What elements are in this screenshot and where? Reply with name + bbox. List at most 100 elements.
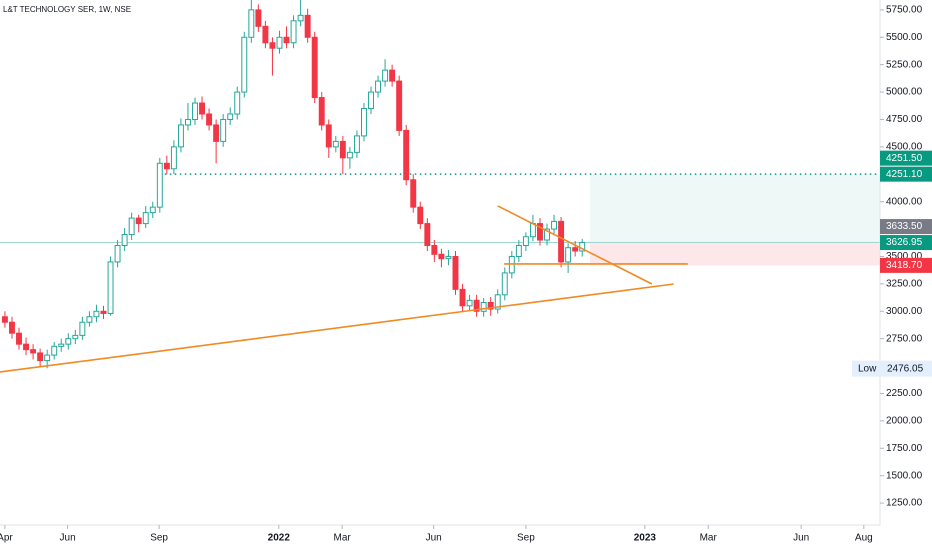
- y-tick-label: 5000.00: [886, 87, 923, 98]
- price-badge: [880, 166, 932, 182]
- candle-body: [501, 272, 508, 296]
- candle-body: [403, 129, 410, 181]
- candle-body: [515, 245, 522, 257]
- y-tick-label: 1500.00: [886, 470, 923, 481]
- candle-body: [93, 310, 100, 318]
- x-tick-label: 2023: [634, 533, 657, 544]
- y-tick-label: 1750.00: [886, 443, 923, 454]
- candle-body: [23, 343, 30, 351]
- price-badge-label: 3418.70: [886, 260, 923, 271]
- candle-body: [107, 261, 114, 314]
- candle-body: [142, 212, 149, 225]
- x-tick-label: Aug: [855, 533, 873, 544]
- candle-body: [227, 113, 234, 120]
- candle-body: [213, 124, 220, 142]
- x-tick-label: Jun: [60, 533, 76, 544]
- candle-body: [396, 80, 403, 131]
- candle-body: [551, 220, 558, 230]
- x-tick-label: Sep: [517, 533, 535, 544]
- candle-body: [431, 245, 438, 255]
- y-tick-label: 4500.00: [886, 142, 923, 153]
- plot-area: [0, 0, 880, 373]
- candle-body: [79, 321, 86, 336]
- y-tick-label: 4750.00: [886, 114, 923, 125]
- candle-body: [192, 102, 198, 120]
- price-badge: [880, 235, 932, 251]
- candle-body: [128, 217, 135, 236]
- trendline: [0, 283, 674, 373]
- price-badge-label: 4251.50: [886, 153, 923, 164]
- candle-body: [389, 69, 396, 82]
- x-tick-label: Jun: [793, 533, 809, 544]
- stop-zone: [589, 241, 880, 266]
- candle-body: [206, 113, 213, 126]
- candle-body: [72, 334, 79, 340]
- candle-body: [480, 302, 487, 312]
- candle-body: [65, 338, 72, 345]
- candle-body: [325, 124, 332, 148]
- x-tick-label: Jun: [426, 533, 442, 544]
- candle-body: [311, 36, 318, 99]
- candle-body: [163, 162, 170, 170]
- candle-body: [452, 255, 459, 290]
- chart-title: L&T TECHNOLOGY SER, 1W, NSE: [3, 5, 131, 14]
- y-tick-label: 2750.00: [886, 333, 923, 344]
- candle-body: [445, 255, 452, 260]
- candle-body: [339, 140, 346, 159]
- candle-body: [269, 42, 276, 49]
- low-marker-label: Low: [858, 363, 877, 374]
- candle-body: [185, 118, 191, 126]
- candle-body: [459, 288, 466, 307]
- candle-body: [241, 36, 248, 93]
- target-zone: [589, 174, 880, 242]
- y-tick-label: 2250.00: [886, 388, 923, 399]
- y-tick-label: 5250.00: [886, 59, 923, 70]
- x-tick-label: Mar: [334, 533, 352, 544]
- candle-body: [58, 343, 65, 347]
- candle-body: [156, 162, 163, 208]
- candle-body: [353, 135, 360, 153]
- candle-body: [537, 223, 543, 241]
- candle-body: [346, 151, 353, 159]
- candle-body: [466, 299, 473, 307]
- candle-body: [572, 247, 579, 252]
- candle-body: [417, 206, 424, 225]
- candle-body: [318, 97, 325, 126]
- candle-body: [114, 245, 121, 263]
- price-badge-label: 4251.10: [886, 169, 923, 180]
- candle-body: [100, 310, 107, 314]
- x-tick-label: Sep: [150, 533, 168, 544]
- candle-body: [16, 332, 22, 345]
- x-tick-label: Mar: [700, 533, 718, 544]
- x-tick-label: Apr: [0, 533, 13, 544]
- candle-body: [248, 9, 255, 38]
- y-tick-label: 5500.00: [886, 32, 923, 43]
- candle-body: [86, 316, 93, 323]
- candle-body: [410, 179, 417, 208]
- candle-body: [276, 36, 283, 49]
- price-badge-label: 3626.95: [886, 237, 923, 248]
- candle-body: [494, 294, 501, 310]
- price-badge: [880, 219, 932, 235]
- candle-body: [438, 253, 445, 260]
- candle-body: [44, 354, 51, 362]
- candle-body: [544, 228, 550, 241]
- y-tick-label: 3250.00: [886, 279, 923, 290]
- candle-body: [487, 302, 494, 310]
- candle-body: [558, 220, 565, 263]
- y-tick-label: 2000.00: [886, 416, 923, 427]
- candle-body: [255, 9, 262, 27]
- x-tick-label: 2022: [268, 533, 291, 544]
- candle-body: [149, 206, 156, 214]
- trendline: [497, 205, 653, 285]
- candle-body: [234, 91, 241, 115]
- y-tick-label: 4000.00: [886, 196, 923, 207]
- y-tick-label: 3500.00: [886, 251, 923, 262]
- candle-body: [283, 36, 290, 44]
- candle-body: [170, 146, 177, 170]
- price-badge: [880, 257, 932, 273]
- candle-body: [290, 20, 297, 44]
- candle-body: [177, 124, 184, 148]
